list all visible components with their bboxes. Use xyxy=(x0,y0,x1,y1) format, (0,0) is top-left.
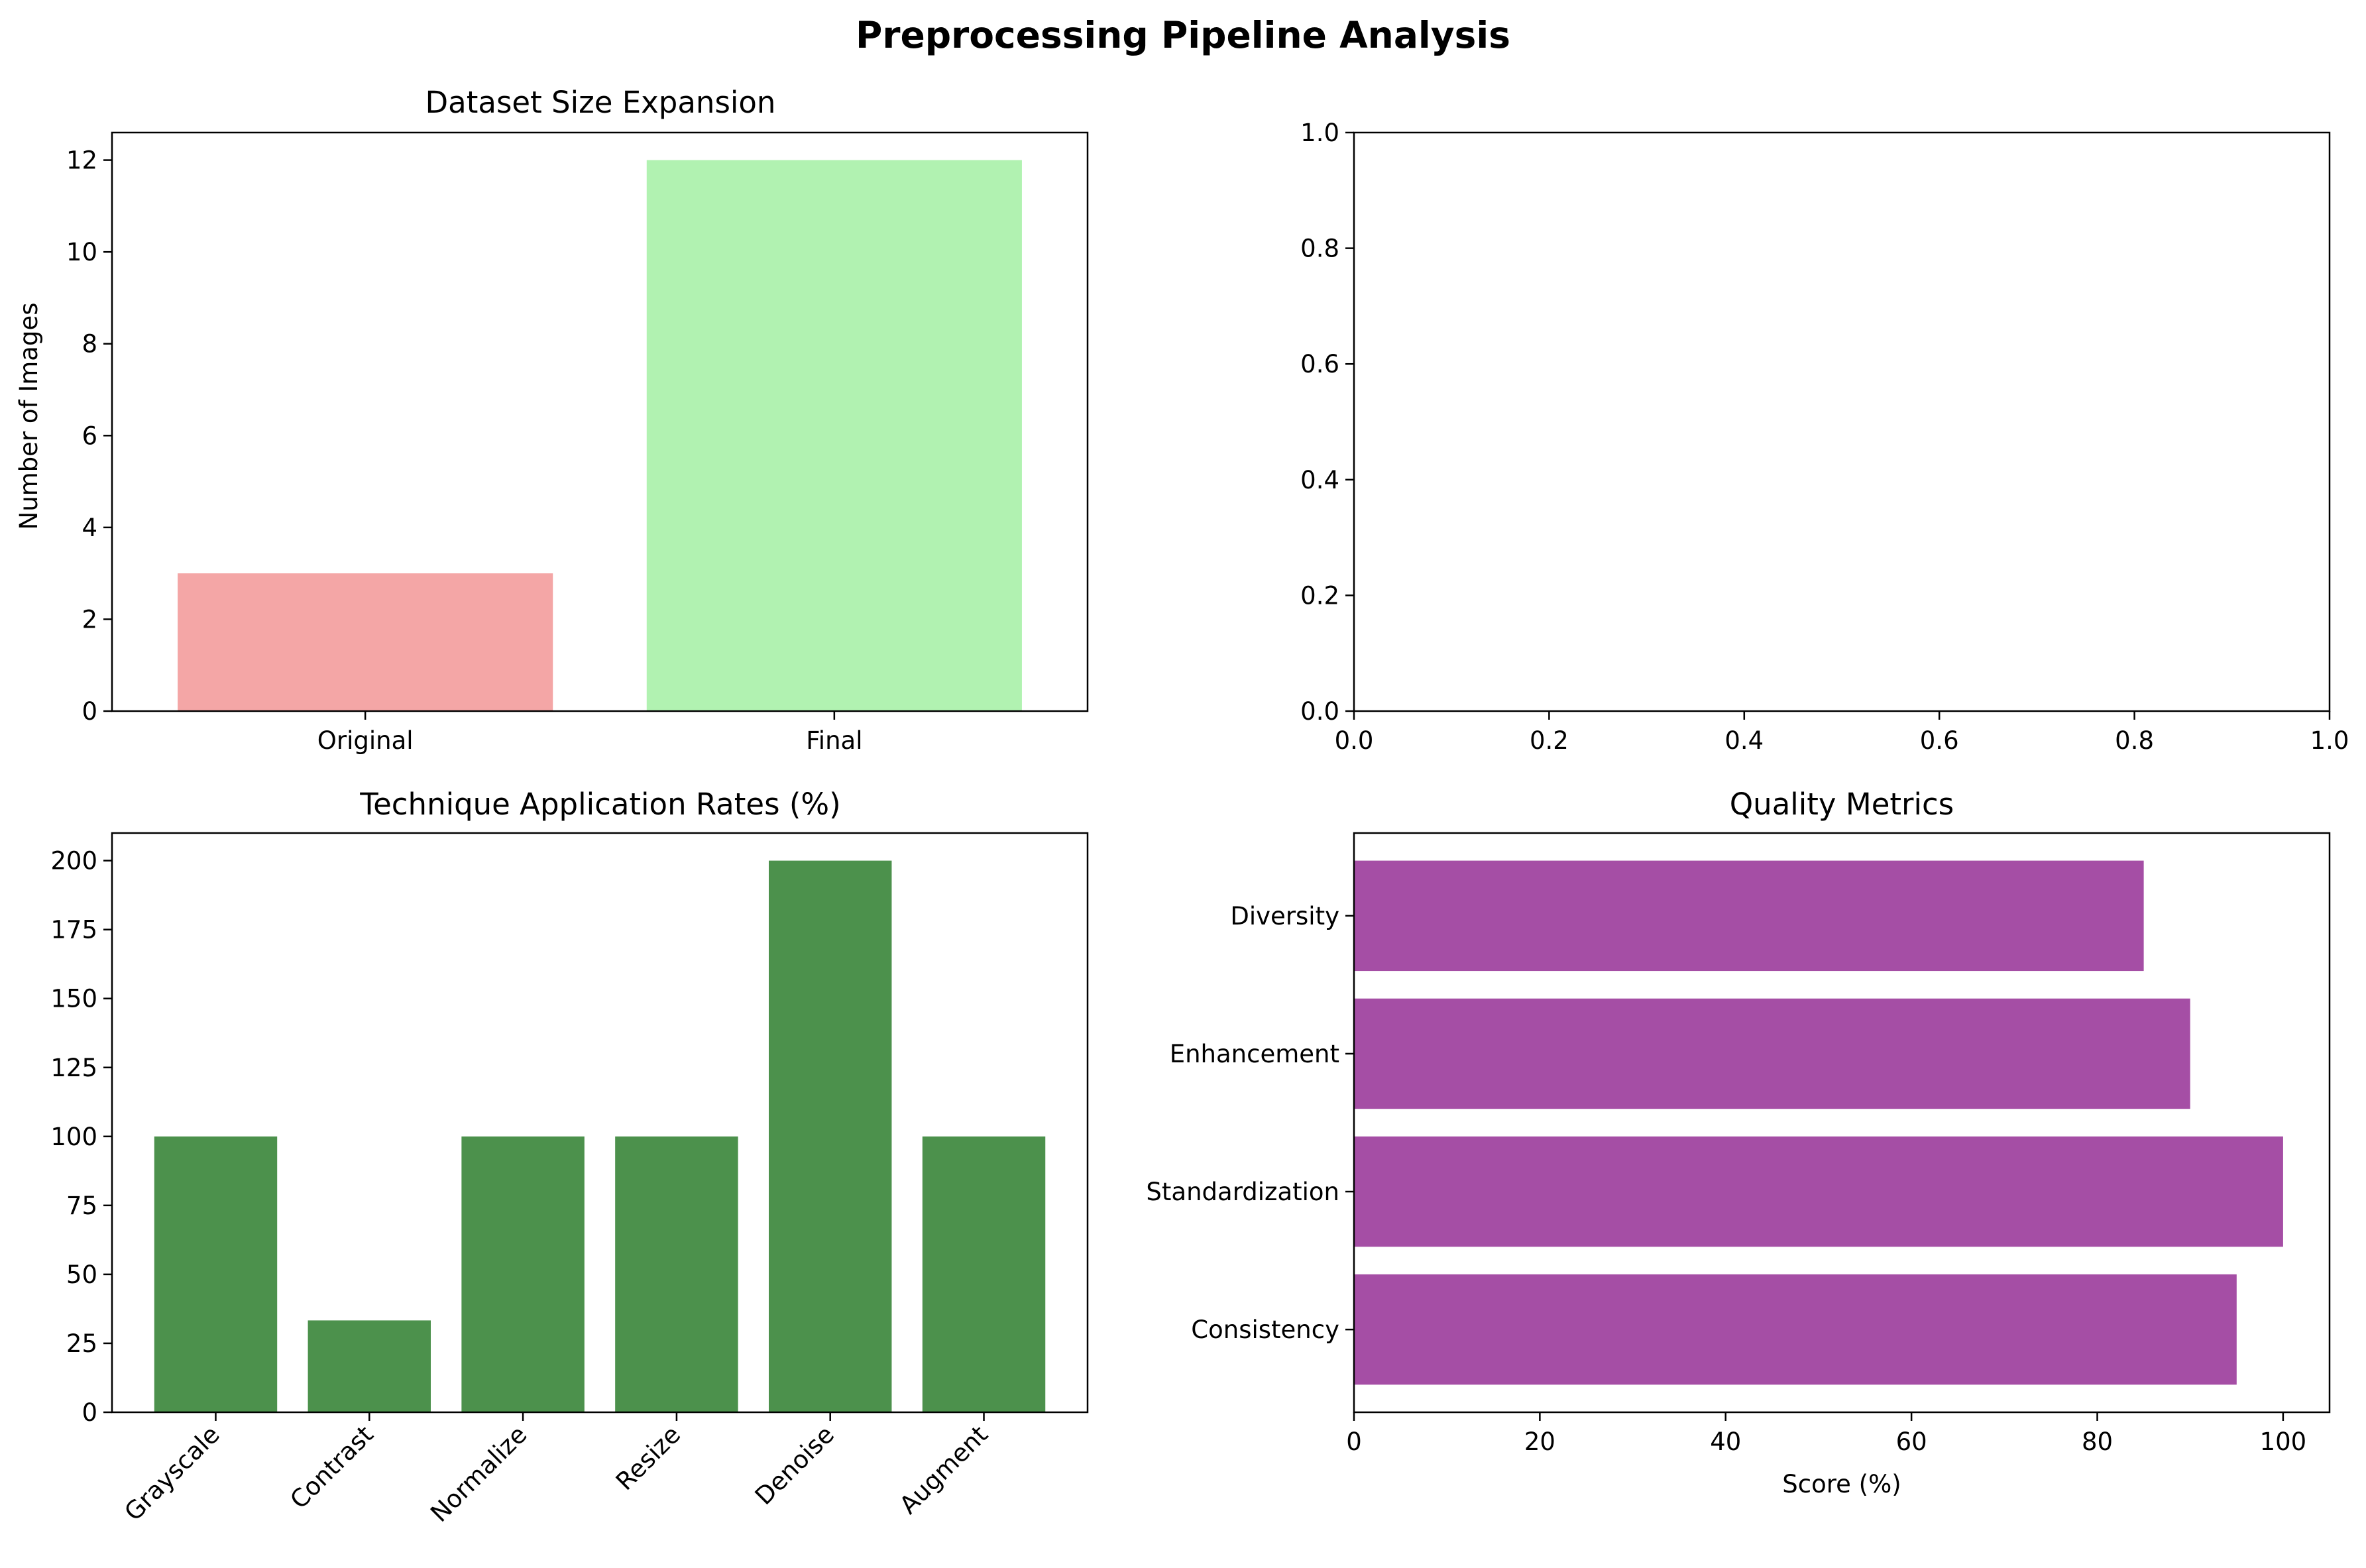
y-tick-label: 150 xyxy=(50,985,97,1013)
y-tick-label: 0.4 xyxy=(1300,466,1339,494)
figure-title: Preprocessing Pipeline Analysis xyxy=(856,14,1510,56)
y-tick-label: 8 xyxy=(82,330,97,359)
panel-quality-metrics: Quality Metrics Score (%) Consistency Sta… xyxy=(1146,787,2331,1498)
y-tick-label: 175 xyxy=(50,916,97,944)
axes-frame-technique-rates xyxy=(111,832,1089,1414)
bars-technique-rates xyxy=(154,860,1046,1412)
ticks-dataset-size: Original Final 0 2 4 6 8 10 12 xyxy=(66,146,863,755)
bar-diversity xyxy=(1354,860,2144,972)
y-tick-label: 2 xyxy=(82,605,97,634)
bar-contrast xyxy=(308,1320,431,1412)
x-tick-label: 0.0 xyxy=(1335,726,1374,755)
y-axis-label-dataset-size: Number of Images xyxy=(15,303,43,530)
x-tick-label: 20 xyxy=(1524,1428,1555,1456)
panel-empty-axes: 0.0 0.2 0.4 0.6 0.8 1.0 0.0 0.2 0.4 0.6 0.8 1.0 xyxy=(1300,119,2349,755)
y-tick-label: Diversity xyxy=(1230,902,1339,930)
y-tick-label: 0.8 xyxy=(1300,235,1339,263)
bar-resize xyxy=(615,1136,738,1412)
bar-consistency xyxy=(1354,1274,2237,1385)
bars-dataset-size xyxy=(178,160,1022,712)
y-tick-label: 0 xyxy=(82,1398,97,1427)
x-tick-label: Final xyxy=(806,726,862,755)
bar-enhancement xyxy=(1354,998,2190,1109)
bar-standardization xyxy=(1354,1136,2283,1247)
x-tick-label: 1.0 xyxy=(2310,726,2349,755)
ticks-empty-axes: 0.0 0.2 0.4 0.6 0.8 1.0 0.0 0.2 0.4 0.6 0.8 1.0 xyxy=(1300,119,2349,755)
bar-normalize xyxy=(461,1136,585,1412)
y-tick-label: 0.0 xyxy=(1300,697,1339,726)
bar-augment xyxy=(922,1136,1046,1412)
y-tick-label: 125 xyxy=(50,1054,97,1082)
bar-grayscale xyxy=(154,1136,278,1412)
x-tick-label: 0 xyxy=(1346,1428,1362,1456)
x-tick-label: 0.6 xyxy=(1920,726,1959,755)
axes-frame-empty xyxy=(1353,131,2331,712)
y-tick-label: 25 xyxy=(66,1329,97,1358)
x-tick-label: 0.4 xyxy=(1724,726,1764,755)
bar-original xyxy=(178,573,553,711)
x-tick-label: Original xyxy=(317,726,414,755)
y-tick-label: Standardization xyxy=(1146,1178,1339,1206)
x-axis-label-quality-metrics: Score (%) xyxy=(1782,1470,1901,1498)
y-tick-label: 10 xyxy=(66,238,97,266)
axes-frame-dataset-size xyxy=(111,131,1089,712)
y-tick-label: Consistency xyxy=(1191,1316,1339,1344)
y-tick-label: 1.0 xyxy=(1300,119,1339,147)
y-tick-label: 0.6 xyxy=(1300,350,1339,378)
y-tick-label: 100 xyxy=(50,1123,97,1151)
y-tick-label: 200 xyxy=(50,847,97,875)
y-tick-label: 0.2 xyxy=(1300,581,1339,610)
axes-frame-quality-metrics xyxy=(1353,832,2331,1414)
panel-title-dataset-size: Dataset Size Expansion xyxy=(425,85,776,120)
bars-quality-metrics xyxy=(1354,860,2283,1385)
panel-title-technique-rates: Technique Application Rates (%) xyxy=(359,787,840,822)
bar-final xyxy=(646,160,1022,712)
bar-denoise xyxy=(768,860,892,1412)
y-tick-label: 12 xyxy=(66,146,97,175)
y-tick-label: Enhancement xyxy=(1170,1040,1339,1068)
x-tick-label: 60 xyxy=(1896,1428,1927,1456)
panel-title-quality-metrics: Quality Metrics xyxy=(1730,787,1954,822)
x-tick-label: 80 xyxy=(2082,1428,2113,1456)
panel-dataset-size: Dataset Size Expansion Number of Images … xyxy=(15,85,1089,755)
y-tick-label: 0 xyxy=(82,697,97,726)
x-tick-label: 0.8 xyxy=(2115,726,2154,755)
y-tick-label: 6 xyxy=(82,421,97,450)
x-tick-label: 0.2 xyxy=(1530,726,1569,755)
y-tick-label: 50 xyxy=(66,1260,97,1289)
y-tick-label: 4 xyxy=(82,514,97,542)
ticks-quality-metrics: Consistency Standardization Enhancement Div… xyxy=(1146,902,2306,1456)
y-tick-label: 75 xyxy=(66,1192,97,1220)
x-tick-label: 40 xyxy=(1710,1428,1741,1456)
x-tick-label: 100 xyxy=(2260,1428,2307,1456)
